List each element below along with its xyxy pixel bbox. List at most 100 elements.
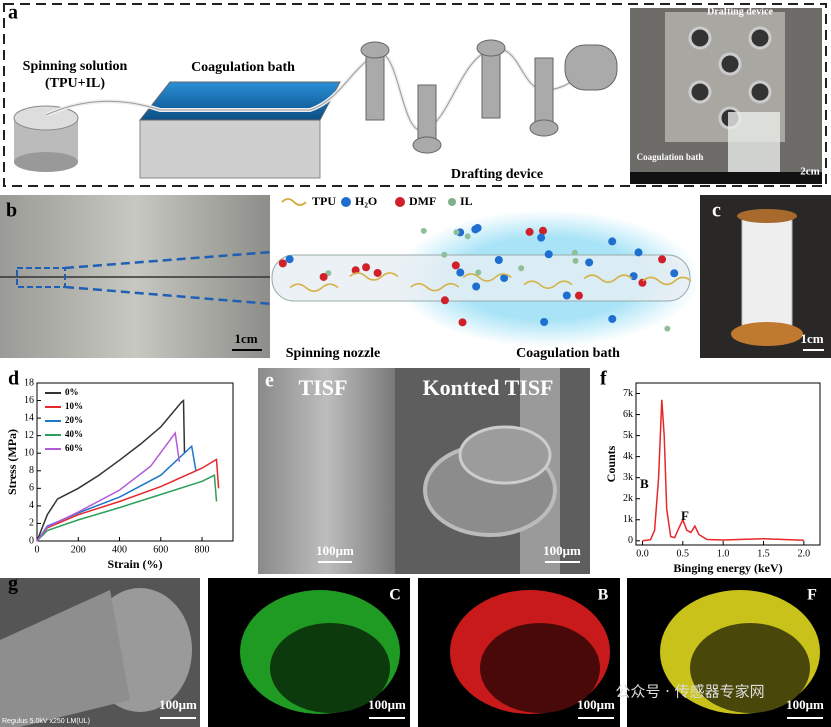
tpu-chain <box>349 272 399 281</box>
tpu-chain <box>523 280 573 289</box>
spool-end <box>737 209 797 223</box>
plot-frame <box>635 382 821 546</box>
y-tick-label: 2 <box>29 518 34 529</box>
annotation: F <box>681 508 689 523</box>
element-label: F <box>807 587 817 604</box>
legend-label: DMF <box>409 194 436 208</box>
molecule <box>664 325 671 332</box>
x-tick-label: 400 <box>112 544 127 555</box>
y-tick-label: 10 <box>24 448 34 459</box>
molecule <box>471 225 480 234</box>
legend-label: 10% <box>65 401 83 411</box>
panel-label: f <box>600 368 607 390</box>
legend-label: TPU <box>312 194 336 208</box>
legend-label: H₂O <box>355 194 377 208</box>
annotation: Coagulation bath <box>516 346 620 361</box>
panel-label: a <box>8 2 18 24</box>
data-line <box>36 444 197 542</box>
scale-label: 100μm <box>316 543 354 558</box>
element-label: C <box>389 587 401 604</box>
y-tick-label: 4 <box>29 500 34 511</box>
data-line <box>36 399 186 542</box>
tpu-chain <box>642 276 692 286</box>
legend-label: 20% <box>65 415 83 425</box>
scale-label: 100μm <box>159 697 197 712</box>
panel-border <box>3 3 827 187</box>
molecule <box>544 250 553 259</box>
x-tick-label: 0.0 <box>636 548 649 559</box>
y-axis-label: Stress (MPa) <box>5 429 19 495</box>
panel-g: g C B F 100μm 100μm 100μm 100μm Regulus … <box>0 573 831 727</box>
x-tick-label: 2.0 <box>798 548 811 559</box>
molecule <box>441 251 448 258</box>
molecule <box>574 291 583 300</box>
scale-label: 100μm <box>577 697 615 712</box>
annotation: Coagulation bath <box>191 60 295 75</box>
y-tick-label: 6 <box>29 483 34 494</box>
scale-label: 100μm <box>368 697 406 712</box>
fiber-body <box>0 590 130 727</box>
legend-marker <box>448 198 456 206</box>
annotation: Spinning nozzle <box>286 346 381 361</box>
molecule <box>451 261 460 270</box>
photo-label: Coagulation bath <box>637 152 704 162</box>
molecule <box>537 233 546 242</box>
molecule <box>420 227 427 234</box>
molecule <box>608 314 617 323</box>
molecule <box>319 272 328 281</box>
annotation: B <box>640 476 649 491</box>
legend-marker <box>281 198 307 206</box>
scale-label: 100μm <box>786 697 824 712</box>
molecule <box>494 255 503 264</box>
photo-beaker <box>728 112 780 176</box>
legend-label: 60% <box>65 443 83 453</box>
x-tick-label: 1.5 <box>757 548 770 559</box>
eds-signal <box>480 623 600 713</box>
y-tick-label: 5k <box>623 430 633 441</box>
molecule <box>629 272 638 281</box>
plot-frame <box>36 382 234 542</box>
y-tick-label: 3k <box>623 472 633 483</box>
molecule <box>500 274 509 283</box>
molecule <box>464 233 471 240</box>
element-label: B <box>598 587 609 604</box>
panel-label: d <box>8 368 19 390</box>
sem-image <box>258 368 395 574</box>
molecule <box>540 318 549 327</box>
y-tick-label: 0 <box>628 535 633 546</box>
y-tick-label: 6k <box>623 409 633 420</box>
x-tick-label: 0.5 <box>677 548 690 559</box>
molecule <box>456 268 465 277</box>
panel-e: e TISF Kontted TISF 100μm 100μm <box>258 368 590 574</box>
molecule <box>608 237 617 246</box>
panel-label: c <box>712 200 721 222</box>
legend-label: 40% <box>65 429 83 439</box>
data-line <box>36 458 220 542</box>
eds-signal <box>270 623 390 713</box>
annotation: (TPU+IL) <box>45 76 105 91</box>
x-tick-label: 1.0 <box>717 548 730 559</box>
x-tick-label: 200 <box>71 544 86 555</box>
knot <box>458 425 552 485</box>
spool-thread <box>741 217 793 327</box>
panel-b: b 1cm TPU H₂O DMF IL Spinning nozzle Coa… <box>0 194 700 361</box>
annotation: Drafting device <box>451 167 543 182</box>
x-tick-label: 800 <box>195 544 210 555</box>
panel-label: g <box>8 573 18 595</box>
legend-label: 0% <box>65 387 79 397</box>
photo-table <box>630 172 822 184</box>
y-tick-label: 18 <box>24 377 34 388</box>
data-line <box>36 474 218 542</box>
zoom-line <box>64 285 273 306</box>
annotation: Spinning solution <box>23 59 128 74</box>
tpu-chain <box>410 282 460 292</box>
scale-label: 1cm <box>800 331 823 346</box>
molecule <box>634 248 643 257</box>
legend-marker <box>395 197 405 207</box>
y-tick-label: 1k <box>623 514 633 525</box>
molecule <box>525 227 534 236</box>
molecule <box>285 255 294 264</box>
x-axis-label: Binging energy (keV) <box>673 561 782 575</box>
molecule <box>562 291 571 300</box>
